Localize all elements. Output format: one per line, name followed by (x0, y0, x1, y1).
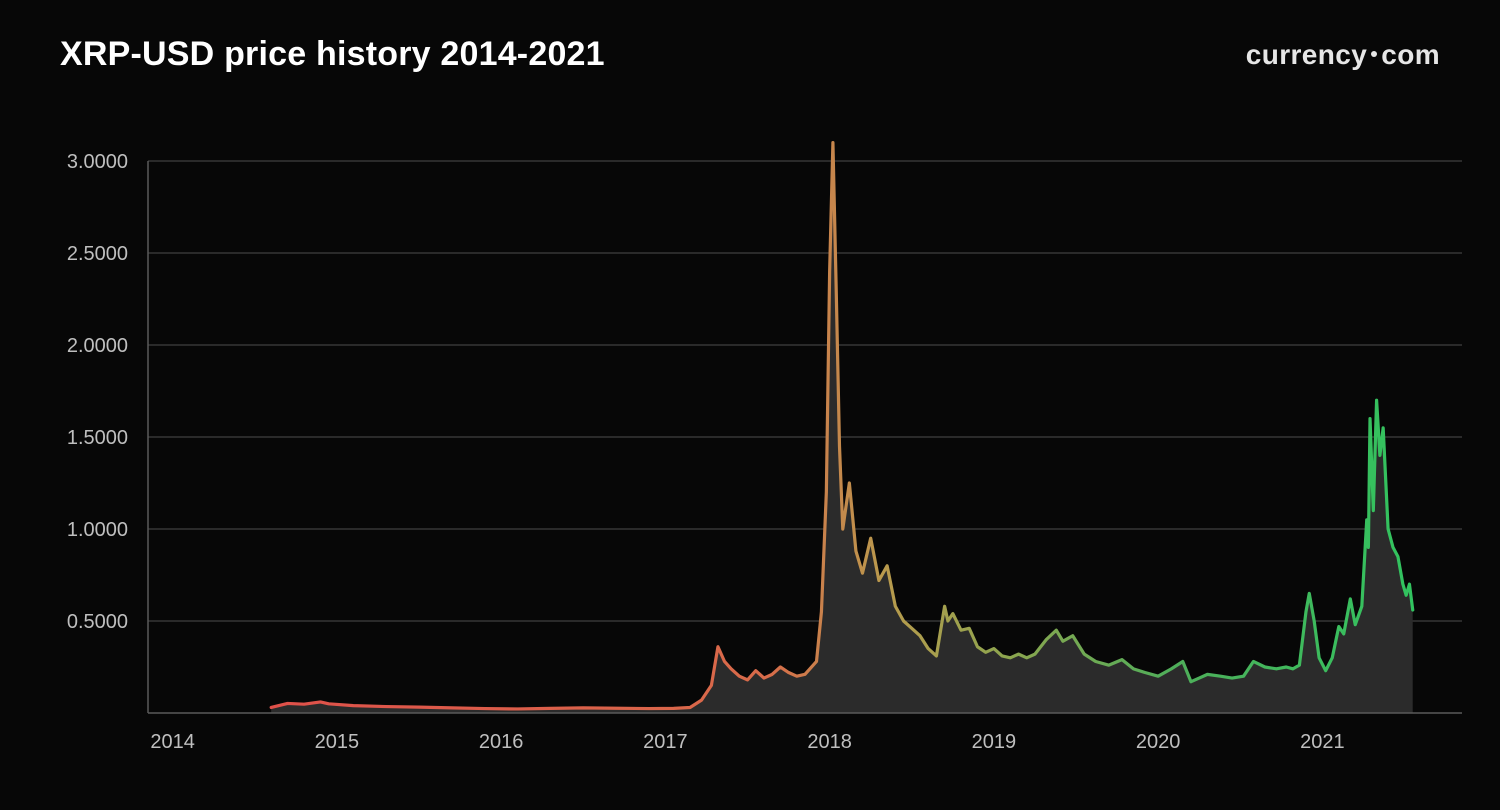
svg-text:2.5000: 2.5000 (67, 243, 128, 265)
svg-text:2016: 2016 (479, 731, 524, 753)
svg-text:2014: 2014 (150, 731, 195, 753)
x-axis-ticks: 2014 2015 2016 2017 2018 2019 2020 2021 (150, 731, 1344, 753)
svg-text:3.0000: 3.0000 (67, 151, 128, 173)
svg-text:2017: 2017 (643, 731, 688, 753)
svg-text:1.5000: 1.5000 (67, 427, 128, 449)
svg-text:1.0000: 1.0000 (67, 519, 128, 541)
y-axis-ticks: 0.5000 1.0000 1.5000 2.0000 2.5000 3.0000 (67, 151, 128, 633)
chart-area-fill (271, 143, 1413, 713)
svg-text:2.0000: 2.0000 (67, 335, 128, 357)
svg-text:2021: 2021 (1300, 731, 1345, 753)
svg-text:2020: 2020 (1136, 731, 1181, 753)
svg-text:2019: 2019 (972, 731, 1017, 753)
svg-text:2015: 2015 (315, 731, 360, 753)
svg-text:0.5000: 0.5000 (67, 611, 128, 633)
svg-text:2018: 2018 (807, 731, 852, 753)
price-chart: 0.5000 1.0000 1.5000 2.0000 2.5000 3.0000 201… (0, 0, 1500, 810)
chart-gridlines (148, 161, 1462, 621)
